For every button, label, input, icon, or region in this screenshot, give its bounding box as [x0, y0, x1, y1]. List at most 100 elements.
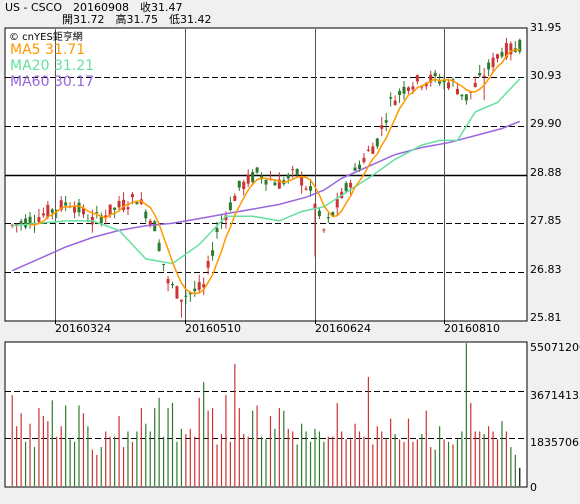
candle-body [384, 120, 388, 123]
candle-body [171, 284, 175, 286]
candle-body [380, 125, 384, 129]
candle-body [393, 100, 397, 106]
candle-body [464, 94, 468, 101]
candle-body [482, 75, 486, 78]
date-tick-label: 20160624 [315, 322, 371, 335]
price-tick-label: 25.81 [530, 311, 562, 324]
candle-body [175, 286, 179, 299]
candle-body [335, 199, 339, 208]
price-tick-label: 28.88 [530, 166, 562, 179]
candle-body [46, 204, 50, 218]
candle-body [478, 72, 482, 76]
candle-body [113, 207, 117, 210]
date-tick-label: 20160810 [444, 322, 500, 335]
candle-body [518, 39, 522, 52]
candle-body [344, 183, 348, 192]
candle-body [193, 288, 197, 292]
candle-body [179, 299, 183, 302]
candle-body [95, 212, 99, 214]
candle-body [433, 72, 437, 77]
candle-body [415, 75, 419, 82]
candle-body [442, 79, 446, 83]
candle-body [130, 194, 134, 198]
candle-body [37, 217, 41, 222]
legend-ma20-name: MA20 [10, 58, 50, 74]
candle-body [202, 284, 206, 288]
candle-body [424, 82, 428, 87]
candle-body [206, 260, 210, 268]
legend-ma20-value: 31.21 [53, 58, 95, 74]
date-tick-label: 20160324 [55, 322, 111, 335]
candle-body [357, 164, 361, 170]
candle-body [50, 209, 54, 213]
price-tick-label: 30.93 [530, 69, 562, 82]
price-tick-label: 26.83 [530, 263, 562, 276]
volume-tick-label: 36714133 [530, 389, 580, 402]
legend-ma60: MA60 30.17 [10, 75, 94, 90]
candle-body [460, 94, 464, 97]
legend-ma60-value: 30.17 [53, 74, 95, 90]
candle-body [117, 201, 121, 208]
price-tick-label: 31.95 [530, 21, 562, 34]
quote-header-line1: US - CSCO 20160908 收31.47 [5, 1, 183, 14]
candle-body [73, 207, 77, 213]
ma60-line [11, 120, 521, 272]
candle-body [24, 218, 28, 228]
price-tick-label: 29.90 [530, 117, 562, 130]
legend-ma20: MA20 31.21 [10, 59, 94, 74]
candle-body [144, 211, 148, 219]
candle-body [353, 167, 357, 171]
candle-body [81, 208, 85, 215]
candle-body [398, 91, 402, 95]
candle-body [438, 80, 442, 84]
candle-body [162, 263, 166, 265]
candle-body [455, 88, 459, 95]
candle-body [197, 282, 201, 290]
candle-body [59, 200, 63, 211]
candle-body [362, 157, 366, 163]
candle-body [313, 203, 317, 209]
volume-tick-label: 55071200 [530, 341, 580, 354]
candle-body [211, 250, 215, 256]
candle-body [326, 217, 330, 219]
candle-body [77, 202, 81, 213]
price-tick-label: 27.85 [530, 214, 562, 227]
candle-body [406, 87, 410, 91]
candle-body [224, 215, 228, 221]
candle-body [246, 174, 250, 184]
candle-body [300, 176, 304, 186]
candle-body [291, 169, 295, 171]
candle-body [148, 220, 152, 226]
candle-body [104, 215, 108, 219]
candle-body [19, 221, 23, 224]
candle-body [366, 149, 370, 151]
candle-body [255, 167, 259, 173]
candle-body [99, 215, 103, 224]
candle-body [277, 179, 281, 189]
candle-body [135, 202, 139, 205]
candle-body [349, 182, 353, 188]
candle-body [402, 86, 406, 94]
candle-body [429, 74, 433, 83]
candle-body [411, 86, 415, 90]
candle-body [108, 204, 112, 216]
ma20-line [12, 78, 521, 265]
legend-ma5: MA5 31.71 [10, 43, 85, 58]
candle-body [500, 52, 504, 57]
candle-body [157, 242, 161, 251]
candle-body [331, 212, 335, 216]
candle-body [487, 62, 491, 70]
candle-body [188, 292, 192, 295]
candle-body [473, 82, 477, 87]
grid-lines [5, 29, 527, 439]
candle-body [286, 174, 290, 179]
candlesticks [10, 37, 522, 318]
candle-body [389, 97, 393, 99]
candle-body [496, 54, 500, 59]
candle-body [242, 181, 246, 190]
candle-body [309, 186, 313, 191]
candle-body [237, 180, 241, 188]
candle-body [420, 86, 424, 88]
